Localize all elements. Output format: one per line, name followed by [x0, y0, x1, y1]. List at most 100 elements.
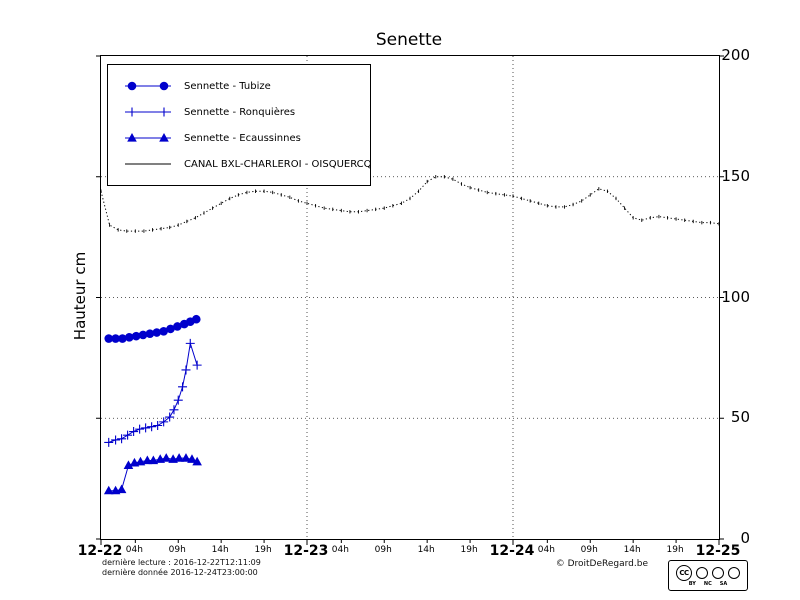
marker-plus	[173, 395, 183, 405]
y-axis-label: Hauteur cm	[71, 251, 89, 341]
marker-triangle	[174, 453, 184, 462]
last-reading-text: dernière lecture : 2016-12-22T12:11:09	[102, 558, 261, 567]
marker-circle	[127, 81, 137, 91]
cc-sa-icon	[728, 566, 740, 579]
legend-item: Sennette - Tubize	[108, 73, 370, 99]
legend-item: Sennette - Ronquières	[108, 99, 370, 125]
x-major-label: 12-22	[77, 543, 123, 559]
marker-plus	[117, 434, 127, 444]
x-minor-label: 14h	[211, 545, 229, 555]
plot-canvas	[96, 55, 724, 545]
x-minor-label: 09h	[374, 545, 392, 555]
x-major-label: 12-25	[695, 543, 741, 559]
legend-sample	[125, 107, 171, 117]
marker-triangle	[159, 133, 169, 142]
legend: Sennette - Tubize Sennette - Ronquières Se…	[107, 64, 372, 186]
marker-circle	[191, 314, 201, 324]
y-tick-label: 200	[721, 46, 750, 64]
x-minor-label: 04h	[125, 545, 143, 555]
marker-plus	[147, 422, 157, 432]
marker-plus	[127, 107, 137, 117]
marker-circle	[118, 334, 127, 343]
marker-circle	[111, 334, 120, 343]
legend-item: CANAL BXL-CHARLEROI - OISQUERCQ	[108, 151, 372, 177]
marker-plus	[169, 405, 179, 415]
marker-circle	[159, 327, 168, 336]
marker-plus	[111, 435, 121, 445]
marker-triangle	[127, 133, 137, 142]
marker-circle	[173, 322, 182, 331]
cc-icon-row: CC	[676, 564, 740, 581]
marker-plus	[181, 365, 191, 375]
series-1	[104, 338, 202, 447]
marker-triangle	[148, 455, 159, 465]
marker-plus	[178, 382, 188, 392]
marker-triangle	[187, 454, 197, 463]
x-minor-label: 19h	[666, 545, 684, 555]
copyright-text: © DroitDeRegard.be	[555, 559, 648, 569]
legend-label: Sennette - Ronquières	[184, 106, 296, 118]
marker-triangle	[116, 484, 127, 494]
x-minor-label: 09h	[580, 545, 598, 555]
marker-circle	[145, 329, 155, 339]
marker-triangle	[181, 453, 191, 462]
marker-triangle	[103, 485, 114, 495]
marker-circle	[131, 331, 141, 341]
x-minor-label: 04h	[331, 545, 349, 555]
marker-plus	[141, 423, 151, 433]
x-minor-label: 14h	[417, 545, 435, 555]
y-tick-label: 0	[740, 529, 750, 547]
legend-sample	[125, 163, 171, 165]
legend-sample	[125, 81, 171, 91]
x-minor-label: 19h	[254, 545, 272, 555]
marker-plus	[129, 427, 139, 437]
y-tick-label: 50	[730, 408, 750, 427]
marker-plus	[159, 107, 169, 117]
chart-title: Senette	[375, 30, 443, 50]
x-minor-label: 14h	[623, 545, 641, 555]
cc-logo-icon: CC	[676, 564, 692, 581]
series-0	[104, 314, 201, 343]
cc-terms-row: BY NC SA	[689, 580, 728, 587]
y-tick-label: 100	[721, 287, 750, 306]
marker-circle	[159, 81, 169, 91]
marker-triangle	[135, 456, 146, 466]
cc-nc-icon	[712, 566, 724, 579]
marker-plus	[123, 430, 133, 440]
x-major-label: 12-23	[283, 543, 329, 559]
marker-circle	[125, 333, 134, 342]
marker-plus	[165, 412, 175, 422]
x-minor-label: 19h	[460, 545, 478, 555]
marker-plus	[185, 338, 195, 348]
last-data-text: dernière donnée 2016-12-24T23:00:00	[102, 568, 258, 577]
legend-label: CANAL BXL-CHARLEROI - OISQUERCQ	[184, 158, 372, 170]
marker-triangle	[161, 453, 172, 462]
marker-circle	[152, 328, 162, 337]
marker-plus	[135, 424, 145, 434]
series-2	[103, 453, 202, 495]
legend-label: Sennette - Ecaussinnes	[184, 132, 301, 144]
cc-by-icon	[696, 566, 708, 579]
legend-label: Sennette - Tubize	[184, 80, 271, 92]
legend-sample	[125, 133, 171, 142]
plot-area: Sennette - Tubize Sennette - Ronquières Se…	[96, 55, 724, 545]
x-major-label: 12-24	[489, 543, 535, 559]
legend-item: Sennette - Ecaussinnes	[108, 125, 370, 151]
x-minor-label: 04h	[537, 545, 555, 555]
marker-plus	[153, 420, 163, 430]
marker-triangle	[123, 460, 134, 469]
series-3	[100, 175, 720, 233]
marker-circle	[138, 330, 148, 340]
marker-circle	[166, 324, 175, 334]
marker-circle	[104, 334, 114, 343]
marker-plus	[159, 417, 169, 427]
marker-plus	[192, 360, 202, 370]
cc-license-badge[interactable]: CC BY NC SA	[668, 560, 748, 591]
cc-term-nc: NC	[703, 580, 712, 587]
series-line	[108, 343, 198, 443]
marker-triangle	[142, 455, 153, 465]
marker-plus	[104, 437, 114, 447]
y-tick-label: 150	[721, 166, 750, 185]
x-minor-label: 09h	[168, 545, 186, 555]
marker-triangle	[192, 456, 202, 466]
